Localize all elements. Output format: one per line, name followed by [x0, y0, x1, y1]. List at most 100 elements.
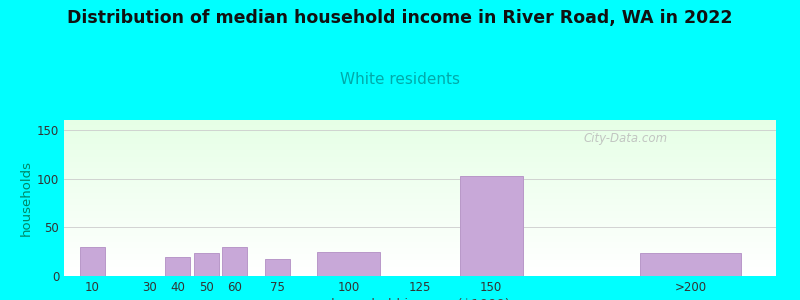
Bar [64, 152, 776, 153]
Bar [64, 148, 776, 149]
Bar [64, 135, 776, 136]
Bar [64, 239, 776, 240]
Bar [64, 263, 776, 264]
Bar [64, 259, 776, 260]
Bar [64, 174, 776, 175]
Bar [64, 151, 776, 152]
Bar [64, 156, 776, 157]
X-axis label: household income ($1000): household income ($1000) [330, 298, 510, 300]
Bar [64, 167, 776, 168]
Bar [64, 140, 776, 141]
Bar [64, 198, 776, 199]
Bar [64, 125, 776, 126]
Bar [64, 245, 776, 246]
Bar [64, 209, 776, 210]
Bar [64, 271, 776, 272]
Bar [64, 238, 776, 239]
Bar [64, 180, 776, 181]
Bar [64, 170, 776, 171]
Bar [64, 165, 776, 166]
Bar [64, 216, 776, 217]
Bar [222, 247, 247, 276]
Bar [64, 176, 776, 177]
Bar [64, 189, 776, 190]
Bar [64, 149, 776, 150]
Bar [64, 141, 776, 142]
Bar [64, 200, 776, 201]
Bar [64, 212, 776, 213]
Bar [64, 214, 776, 215]
Bar [64, 146, 776, 147]
Bar [64, 133, 776, 134]
Bar [64, 163, 776, 164]
Bar [64, 242, 776, 243]
Bar [64, 206, 776, 207]
Bar [64, 196, 776, 197]
Bar [64, 218, 776, 219]
Bar [64, 240, 776, 241]
Bar [64, 193, 776, 194]
Bar [64, 236, 776, 237]
Bar [64, 160, 776, 161]
Bar [64, 232, 776, 233]
Bar [64, 130, 776, 131]
Bar [64, 235, 776, 236]
Bar [265, 260, 290, 276]
Bar [64, 154, 776, 155]
Bar [64, 261, 776, 262]
Bar [641, 253, 741, 276]
Bar [64, 137, 776, 138]
Bar [64, 254, 776, 255]
Bar [64, 247, 776, 248]
Bar [64, 179, 776, 180]
Bar [64, 131, 776, 132]
Bar [64, 123, 776, 124]
Bar [64, 262, 776, 263]
Text: White residents: White residents [340, 72, 460, 87]
Bar [64, 182, 776, 183]
Bar [64, 222, 776, 223]
Bar [64, 129, 776, 130]
Bar [64, 191, 776, 192]
Bar [64, 217, 776, 218]
Bar [64, 229, 776, 230]
Bar [64, 171, 776, 172]
Text: City-Data.com: City-Data.com [584, 133, 668, 146]
Bar [64, 233, 776, 234]
Bar [64, 184, 776, 185]
Bar [166, 257, 190, 276]
Bar [64, 197, 776, 198]
Bar [64, 185, 776, 186]
Bar [64, 227, 776, 228]
Bar [64, 234, 776, 235]
Bar [64, 274, 776, 275]
Bar [64, 207, 776, 208]
Bar [64, 210, 776, 211]
Bar [64, 126, 776, 127]
Bar [64, 162, 776, 163]
Bar [64, 147, 776, 148]
Bar [64, 159, 776, 160]
Bar [64, 211, 776, 212]
Bar [64, 268, 776, 269]
Bar [64, 138, 776, 139]
Bar [64, 157, 776, 158]
Bar [64, 194, 776, 195]
Bar [64, 243, 776, 244]
Bar [64, 219, 776, 220]
Bar [64, 273, 776, 274]
Bar [64, 153, 776, 154]
Bar [64, 127, 776, 128]
Bar [64, 203, 776, 204]
Bar [64, 181, 776, 182]
Bar [64, 190, 776, 191]
Bar [64, 158, 776, 159]
Bar [64, 161, 776, 162]
Bar [64, 267, 776, 268]
Bar [64, 177, 776, 178]
Bar [64, 266, 776, 267]
Bar [64, 150, 776, 151]
Bar [64, 248, 776, 249]
Bar [64, 136, 776, 137]
Bar [64, 195, 776, 196]
